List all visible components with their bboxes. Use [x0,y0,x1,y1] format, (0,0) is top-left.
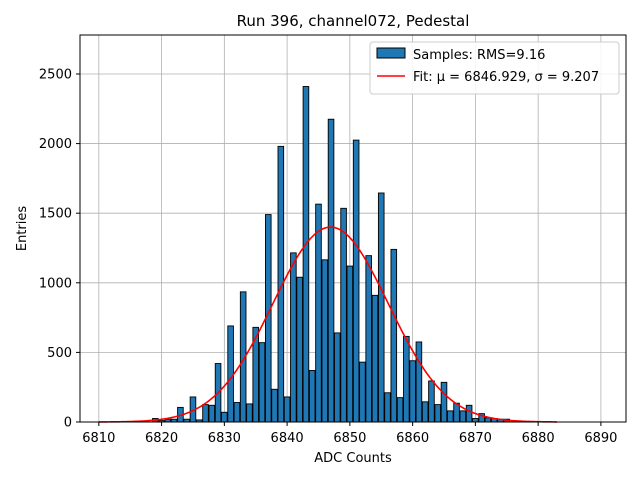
x-tick-label: 6850 [333,431,366,446]
histogram-bar [334,332,341,423]
histogram-bar [465,404,473,423]
histogram-bar [221,411,228,423]
y-axis-label: Entries [15,206,30,252]
histogram-bar [440,381,448,423]
histogram-bar [384,392,391,423]
histogram-bar [290,252,297,423]
x-axis-ticks: 6810 6820 6830 6840 6850 6860 6870 6880 6890 [82,422,617,446]
histogram-bar [327,118,335,423]
x-axis-label: ADC Counts [314,451,392,466]
histogram-bar [472,418,479,423]
chart-title: Run 396, channel072, Pedestal [237,12,470,30]
histogram-bars [152,86,511,423]
histogram-bar [447,410,454,423]
histogram-bar [315,203,322,423]
histogram-bar [208,404,216,423]
histogram-bar [352,139,360,423]
histogram-bar [365,255,372,423]
histogram-bar [371,294,379,423]
histogram-bar [227,325,234,423]
histogram-bar [340,207,347,423]
histogram-bar [415,341,423,423]
gaussian-fit-line [98,226,557,423]
legend: Samples: RMS=9.16 Fit: μ = 6846.929, σ =… [369,41,620,95]
histogram-bar [321,259,329,423]
y-tick-label: 1500 [39,207,72,222]
histogram-bar [428,380,435,423]
x-tick-label: 6830 [208,431,241,446]
histogram-bar [459,410,467,423]
histogram-bar [396,397,404,423]
histogram-bar [283,396,291,423]
x-tick-label: 6840 [271,431,304,446]
histogram-bar [377,192,385,423]
histogram-bar [271,388,278,423]
histogram-bar [390,248,398,423]
legend-samples-swatch [376,47,406,59]
x-tick-label: 6890 [584,431,617,446]
plot-frame [79,34,627,423]
y-tick-label: 0 [64,416,72,431]
histogram-bar [302,86,310,423]
histogram-bar [421,401,429,423]
histogram-bar [403,335,410,423]
x-tick-label: 6860 [396,431,429,446]
x-tick-label: 6880 [522,431,555,446]
x-tick-label: 6820 [145,431,178,446]
y-axis-ticks: 0 500 1000 1500 2000 2500 [39,67,80,431]
legend-fit-label: Fit: μ = 6846.929, σ = 9.207 [413,70,599,85]
x-tick-label: 6810 [82,431,115,446]
y-tick-label: 2000 [39,137,72,152]
y-tick-label: 1000 [39,276,72,291]
y-tick-label: 2500 [39,67,72,82]
histogram-bar [258,342,266,423]
histogram-bar [434,404,441,423]
x-tick-label: 6870 [459,431,492,446]
histogram-bar [359,361,366,423]
histogram-bar [409,360,416,423]
histogram-bar [246,403,253,423]
histogram-bar [308,370,316,423]
legend-samples-label: Samples: RMS=9.16 [413,48,545,63]
histogram-bar [296,276,303,423]
legend-box [369,41,620,95]
y-tick-label: 500 [47,346,72,361]
histogram-bar [233,402,241,423]
histogram-bar [346,265,354,423]
histogram-bar [202,404,209,423]
